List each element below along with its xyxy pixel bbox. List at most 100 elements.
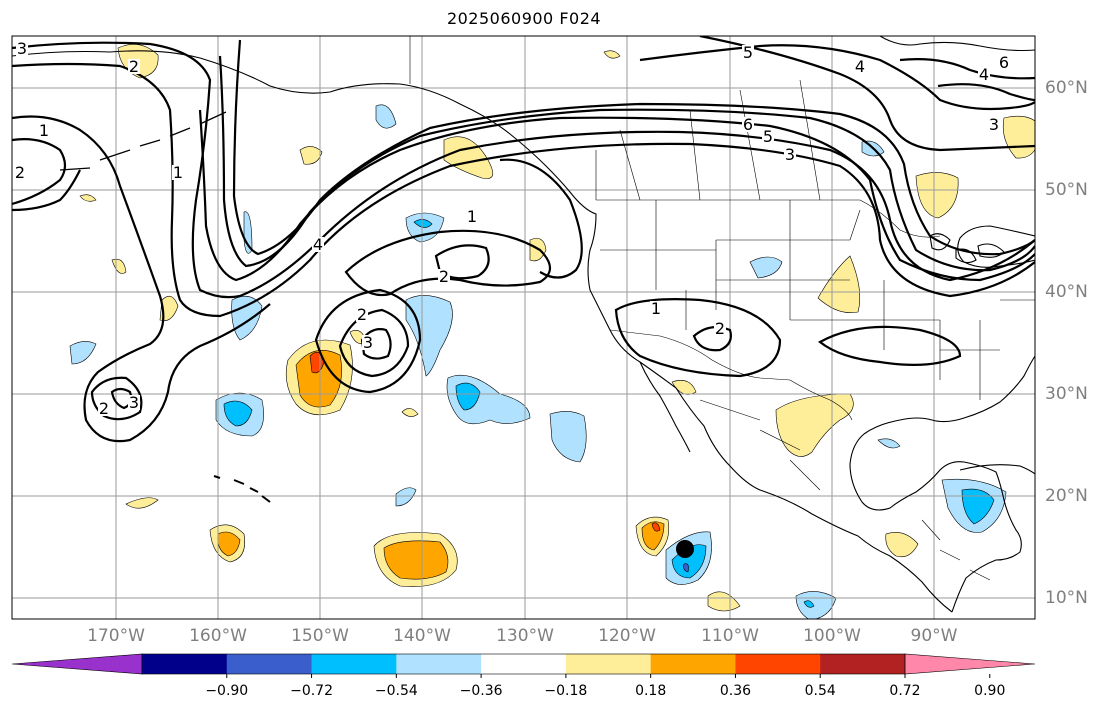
north-america-coastline [12,50,953,613]
contour-label: 4 [855,57,865,76]
colorbar-segment [311,654,397,674]
storm-center-marker [676,540,694,558]
contour-label-bg [466,209,478,224]
contour-label-bg [356,307,368,322]
contour-line [692,325,732,352]
latitude-label: 30°N [1045,384,1088,404]
colorbar-segment [226,654,313,674]
contour-line [314,288,422,394]
contour-label: 6 [999,53,1009,72]
map-title: 2025060900 F024 [446,9,602,28]
colorbar-frame [141,653,906,675]
graticule [12,36,1035,619]
cuba [959,464,1035,475]
colorbar-segment [565,654,652,674]
colorbar-extend-low [11,653,143,675]
map-frame [11,35,1036,620]
colorbar-segment [142,654,228,674]
contour-line [360,328,392,360]
contour-label: 4 [979,65,989,84]
colorbar-tick-label: −0.90 [205,683,249,699]
negative-anomaly-region [549,411,587,463]
negative-anomaly-region [223,400,253,427]
contour-label-bg [312,237,324,252]
contour-line [12,169,81,212]
positive-anomaly-region [707,591,741,612]
contour-label: 5 [743,43,753,62]
gulf-coastline [849,355,1035,613]
contour-line [499,158,583,279]
contour-line [699,36,1035,152]
colorbar-tick-label: 0.54 [804,683,836,699]
positive-anomaly-region [159,295,179,321]
contour-label: 1 [39,121,49,140]
colorbar-tick-label: −0.54 [374,683,418,699]
contour-line [12,138,67,206]
negative-anomaly-region [683,563,689,573]
colorbar-segment [650,654,736,674]
contour-label: 1 [467,207,477,226]
positive-anomaly-region [383,540,449,580]
contour-label: 1 [173,163,183,182]
contour-label: 3 [129,393,139,412]
mexico-state-lines [699,399,821,491]
colorbar-segment [735,654,821,674]
colorbar-segment [396,654,482,674]
us-mexico-border [609,329,853,421]
longitude-label: 150°W [291,626,349,646]
colorbar-tick-label: 0.36 [719,683,752,699]
canada-province-lines [595,79,821,201]
positive-anomaly-region [651,522,661,532]
latitude-label: 20°N [1045,486,1088,506]
contour-label-bg [742,45,754,60]
contour-line [818,325,962,366]
positive-anomaly-region [443,136,494,179]
positive-anomaly-region [125,497,159,509]
longitude-label: 160°W [189,626,247,646]
political-borders [409,36,1035,581]
us-canada-border [409,36,941,238]
contour-label-bg [742,117,754,132]
contour-label-bg [978,67,990,82]
contour-label: 3 [363,333,373,352]
contour-label-bg [988,117,1000,132]
colorbar-extend-high [904,653,1036,675]
contour-label-bg [714,321,726,336]
contour-label: 2 [99,399,109,418]
positive-anomaly-region [295,350,342,408]
contour-label: 3 [17,39,27,58]
contour-label-bg [38,123,50,138]
positive-anomaly-region [401,408,419,417]
longitude-label: 170°W [87,626,145,646]
contour-label-bg [14,165,26,180]
negative-anomaly-region [877,438,901,449]
positive-anomaly-region [671,380,697,395]
contour-line [639,44,1035,111]
colorbar [11,653,1036,678]
central-america-lines [921,519,991,581]
contour-label: 3 [785,145,795,164]
contour-label-bg [172,165,184,180]
positive-anomaly-region [885,532,919,558]
hudson-region [879,36,1035,52]
contour-label-bg [98,401,110,416]
contour-label-bg [784,147,796,162]
positive-anomaly-region [217,531,241,557]
coastlines [12,36,1035,613]
contour-line [344,229,552,297]
longitude-label: 130°W [496,626,554,646]
contour-line [12,115,271,443]
contour-label-bg [362,335,374,350]
positive-anomaly-region [817,255,861,313]
contour-label: 2 [357,305,367,324]
latitude-label: 10°N [1045,588,1088,608]
longitude-label: 90°W [910,626,958,646]
contour-line [937,83,1035,102]
positive-anomaly-region [79,194,97,202]
contour-line [12,62,1035,318]
baja-coastline [639,361,691,453]
contour-label-bg [128,59,140,74]
height-contours [12,36,1035,443]
negative-anomaly-region [69,341,97,365]
colorbar-tick-label: 0.18 [635,683,667,699]
